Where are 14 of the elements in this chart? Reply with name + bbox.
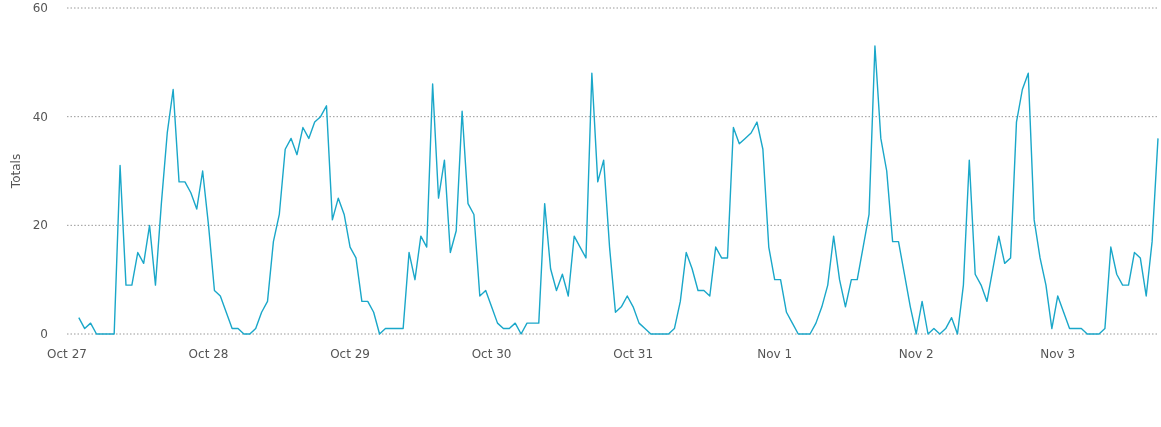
x-tick-label: Oct 27 xyxy=(47,347,87,361)
x-tick-label: Nov 2 xyxy=(898,347,934,361)
x-tick-label: Oct 30 xyxy=(471,347,512,361)
x-tick-label: Nov 1 xyxy=(757,347,793,361)
x-tick-label: Oct 31 xyxy=(613,347,654,361)
y-axis-title: Totals xyxy=(9,153,23,190)
x-tick-label: Nov 3 xyxy=(1040,347,1076,361)
line-series xyxy=(78,45,1159,335)
y-tick-label: 40 xyxy=(32,109,48,124)
y-tick-label: 0 xyxy=(40,327,48,341)
x-tick-label: Oct 28 xyxy=(188,347,229,361)
y-tick-label: 60 xyxy=(32,1,48,15)
x-tick-label: Oct 29 xyxy=(330,347,370,361)
y-tick-label: 20 xyxy=(32,218,48,233)
